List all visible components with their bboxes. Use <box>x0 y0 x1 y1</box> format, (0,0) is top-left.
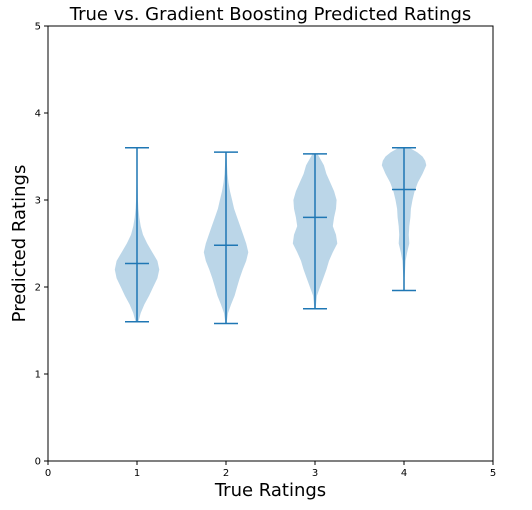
y-tick-label: 1 <box>35 370 41 381</box>
x-tick-label: 3 <box>312 468 318 479</box>
x-axis-ticks: 0 1 2 3 4 5 <box>45 461 496 479</box>
y-tick-label: 3 <box>35 196 41 207</box>
x-tick-label: 5 <box>490 468 496 479</box>
violin-bodies <box>114 147 427 324</box>
x-tick-label: 0 <box>45 468 51 479</box>
x-tick-label: 1 <box>134 468 140 479</box>
y-tick-label: 5 <box>35 22 41 33</box>
y-tick-label: 4 <box>35 109 41 120</box>
x-tick-label: 2 <box>223 468 229 479</box>
plot-area <box>47 25 494 462</box>
x-tick-label: 4 <box>401 468 407 479</box>
chart-title: True vs. Gradient Boosting Predicted Rat… <box>69 4 472 25</box>
y-axis-ticks: 0 1 2 3 4 5 <box>35 22 48 468</box>
y-tick-label: 0 <box>35 457 41 468</box>
x-axis-title: True Ratings <box>214 480 326 501</box>
y-axis-title: Predicted Ratings <box>9 165 30 323</box>
y-tick-label: 2 <box>35 283 41 294</box>
violin-lines <box>125 147 416 325</box>
